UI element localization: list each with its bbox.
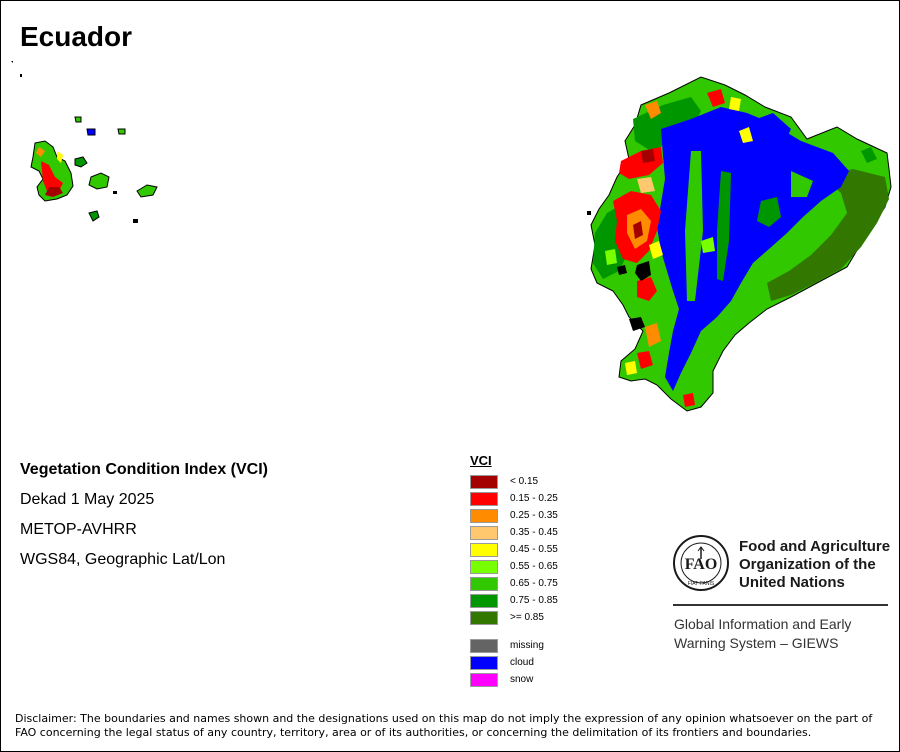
sensor-label: METOP-AVHRR	[20, 521, 137, 538]
legend-class-row: 0.75 - 0.85	[470, 592, 558, 609]
legend-class-label: 0.45 - 0.55	[510, 544, 558, 555]
disclaimer-text: Disclaimer: The boundaries and names sho…	[15, 712, 873, 739]
legend-class-swatch	[470, 593, 498, 608]
legend-class-label: 0.55 - 0.65	[510, 561, 558, 572]
legend-class-row: 0.65 - 0.75	[470, 575, 558, 592]
legend-title: VCI	[470, 453, 492, 468]
legend-class-swatch	[470, 474, 498, 489]
ecuador-mainland	[587, 76, 892, 412]
legend-class-label: 0.65 - 0.75	[510, 578, 558, 589]
index-name: Vegetation Condition Index (VCI)	[20, 461, 268, 478]
vci-legend: VCI < 0.15 0.15 - 0.25 0.25 - 0.35 0.35 - 0…	[470, 453, 558, 688]
fao-divider	[673, 604, 888, 606]
legend-class-swatch	[470, 542, 498, 557]
legend-class-row: >= 0.85	[470, 609, 558, 626]
legend-class-swatch	[470, 508, 498, 523]
fao-logo-icon: FAO FIAT PANIS	[673, 535, 729, 591]
vci-map	[11, 61, 892, 412]
legend-class-row: 0.25 - 0.35	[470, 507, 558, 524]
fao-logo-letters: FAO	[685, 556, 718, 573]
legend-class-swatch	[470, 525, 498, 540]
legend-class-swatch	[470, 559, 498, 574]
giews-label: Global Information and Early Warning Sys…	[674, 616, 852, 651]
galapagos-islands	[11, 61, 158, 223]
legend-class-label: < 0.15	[510, 476, 539, 487]
legend-class-label: 0.35 - 0.45	[510, 527, 558, 538]
legend-class-row: 0.35 - 0.45	[470, 524, 558, 541]
legend-class-label: 0.15 - 0.25	[510, 493, 558, 504]
legend-class-label: 0.75 - 0.85	[510, 595, 558, 606]
fao-logo-motto: FIAT PANIS	[688, 581, 715, 587]
legend-special-label: cloud	[510, 657, 534, 668]
legend-special-swatch	[470, 655, 498, 670]
legend-class-row: 0.45 - 0.55	[470, 541, 558, 558]
legend-special-label: missing	[510, 640, 544, 651]
legend-class-row: 0.15 - 0.25	[470, 490, 558, 507]
legend-class-row: 0.55 - 0.65	[470, 558, 558, 575]
period-label: Dekad 1 May 2025	[20, 491, 155, 508]
legend-special-swatch	[470, 638, 498, 653]
projection-label: WGS84, Geographic Lat/Lon	[20, 551, 226, 568]
legend-special-label: snow	[510, 674, 534, 685]
legend-special-row: missing	[470, 637, 558, 654]
legend-special-row: snow	[470, 671, 558, 688]
fao-name: Food and Agriculture Organization of the…	[739, 538, 891, 591]
legend-class-swatch	[470, 576, 498, 591]
legend-special-row: cloud	[470, 654, 558, 671]
legend-class-label: >= 0.85	[510, 612, 544, 623]
map-info: Vegetation Condition Index (VCI) Dekad 1…	[20, 459, 268, 579]
legend-special-swatch	[470, 672, 498, 687]
map-title: Ecuador	[20, 21, 133, 52]
legend-class-label: 0.25 - 0.35	[510, 510, 558, 521]
legend-class-row: < 0.15	[470, 473, 558, 490]
legend-class-swatch	[470, 491, 498, 506]
legend-class-swatch	[470, 610, 498, 625]
